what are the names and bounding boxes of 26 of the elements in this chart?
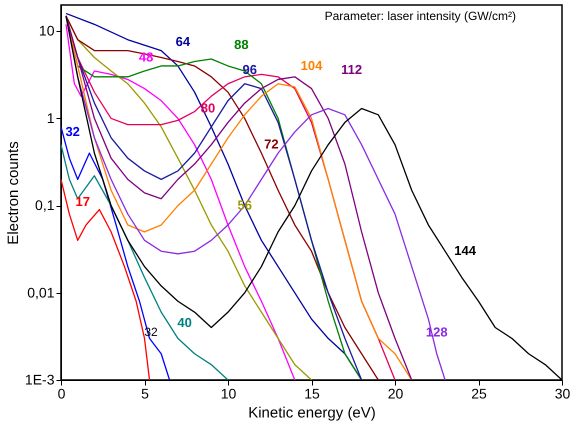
x-tick-label: 25 — [471, 386, 487, 402]
y-axis-title: Electron counts — [4, 141, 22, 245]
y-tick-label: 1E-3 — [24, 372, 55, 388]
annotation: Parameter: laser intensity (GW/cm²) — [324, 9, 516, 23]
x-tick-label: 30 — [554, 386, 570, 402]
series-label: 96 — [242, 62, 257, 77]
series-label: 17 — [75, 194, 90, 210]
series-label: 72 — [264, 136, 279, 152]
x-tick-label: 20 — [388, 386, 404, 402]
x-tick-label: 5 — [141, 386, 150, 402]
line-series — [61, 126, 170, 380]
x-tick-label: 10 — [220, 386, 236, 402]
series-label: 64 — [176, 34, 191, 50]
y-tick-label: 0,01 — [27, 284, 55, 300]
y-tick-label: 10 — [38, 22, 55, 39]
x-tick-label: 0 — [58, 386, 66, 402]
y-tick-label: 0,1 — [35, 197, 55, 214]
series-label: 32 — [65, 124, 80, 139]
series-label: 88 — [234, 36, 249, 52]
x-tick-label: 15 — [304, 386, 320, 402]
series-label: 104 — [300, 58, 324, 73]
series-label: 144 — [454, 243, 477, 258]
series-label: 40 — [177, 315, 192, 330]
x-axis-title: Kinetic energy (eV) — [248, 404, 376, 422]
text: 112 — [341, 62, 362, 77]
y-tick-label: 1 — [46, 110, 55, 126]
